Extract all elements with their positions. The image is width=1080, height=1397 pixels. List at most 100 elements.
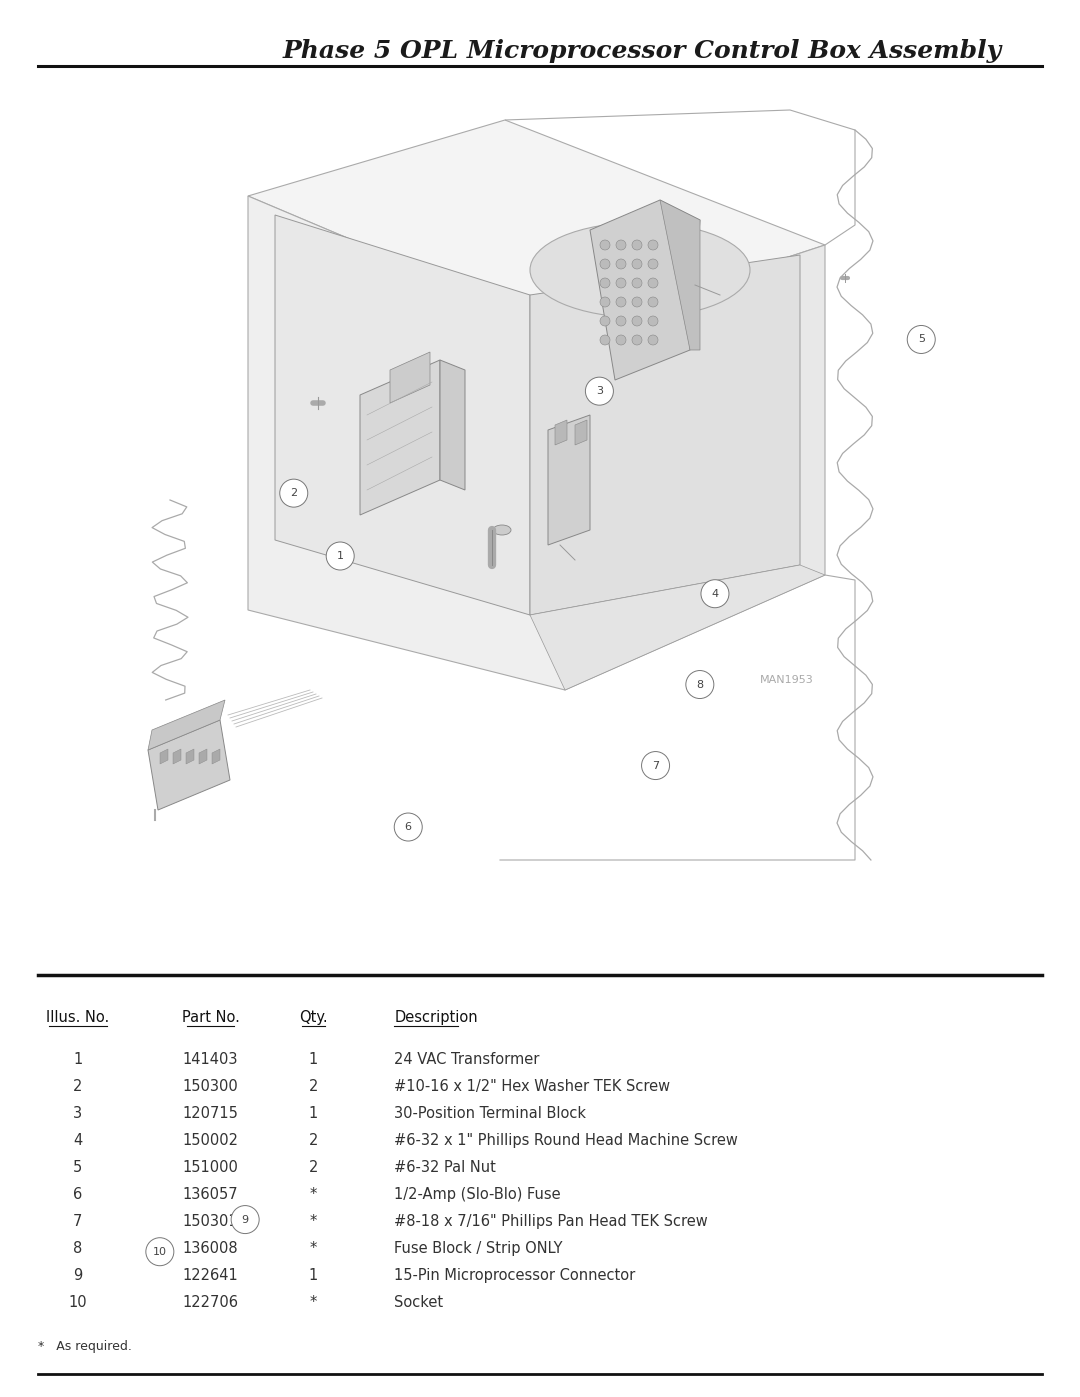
Polygon shape [186,749,194,764]
Polygon shape [530,564,825,690]
Polygon shape [440,360,465,490]
Circle shape [231,1206,259,1234]
Circle shape [632,258,642,270]
Text: 10: 10 [68,1295,87,1310]
Text: 4: 4 [73,1133,82,1148]
Circle shape [632,298,642,307]
Text: 1/2-Amp (Slo-Blo) Fuse: 1/2-Amp (Slo-Blo) Fuse [394,1187,561,1201]
Circle shape [648,258,658,270]
Text: 6: 6 [405,821,411,833]
Text: 2: 2 [309,1078,318,1094]
Text: 4: 4 [712,588,718,599]
Circle shape [701,580,729,608]
Circle shape [146,1238,174,1266]
Polygon shape [212,749,220,764]
Text: 122706: 122706 [183,1295,239,1310]
Text: 120715: 120715 [183,1106,239,1120]
Text: 1: 1 [309,1052,318,1067]
Text: 3: 3 [73,1106,82,1120]
Circle shape [585,377,613,405]
Text: *: * [310,1214,316,1229]
Text: 1: 1 [73,1052,82,1067]
Circle shape [600,298,610,307]
Text: #6-32 x 1" Phillips Round Head Machine Screw: #6-32 x 1" Phillips Round Head Machine S… [394,1133,738,1148]
Text: 2: 2 [309,1133,318,1148]
Text: Description: Description [394,1010,477,1025]
Text: *: * [310,1295,316,1310]
Polygon shape [590,200,700,380]
Text: #10-16 x 1/2" Hex Washer TEK Screw: #10-16 x 1/2" Hex Washer TEK Screw [394,1078,671,1094]
Text: Part No.: Part No. [181,1010,240,1025]
Text: 24 VAC Transformer: 24 VAC Transformer [394,1052,540,1067]
Text: 150002: 150002 [183,1133,239,1148]
Text: 2: 2 [291,488,297,499]
Text: Qty.: Qty. [299,1010,327,1025]
Text: 5: 5 [918,334,924,345]
Circle shape [632,278,642,288]
Polygon shape [275,215,530,615]
Text: 15-Pin Microprocessor Connector: 15-Pin Microprocessor Connector [394,1268,635,1282]
Circle shape [394,813,422,841]
Ellipse shape [530,222,750,317]
Polygon shape [148,700,225,750]
Text: 1: 1 [309,1268,318,1282]
Circle shape [600,240,610,250]
Circle shape [280,479,308,507]
Circle shape [648,278,658,288]
Text: 9: 9 [73,1268,82,1282]
Circle shape [648,335,658,345]
Text: 2: 2 [309,1160,318,1175]
Circle shape [642,752,670,780]
Text: 136057: 136057 [183,1187,239,1201]
Text: Fuse Block / Strip ONLY: Fuse Block / Strip ONLY [394,1241,563,1256]
Circle shape [600,278,610,288]
Text: 5: 5 [73,1160,82,1175]
Circle shape [326,542,354,570]
Circle shape [616,240,626,250]
Circle shape [616,258,626,270]
Text: #6-32 Pal Nut: #6-32 Pal Nut [394,1160,496,1175]
Polygon shape [575,420,588,446]
Text: 136008: 136008 [183,1241,239,1256]
Text: *   As required.: * As required. [38,1340,132,1354]
Polygon shape [548,415,590,545]
Polygon shape [173,749,181,764]
Circle shape [600,316,610,326]
Circle shape [686,671,714,698]
Text: MAN1953: MAN1953 [760,675,813,685]
Text: 150300: 150300 [183,1078,239,1094]
Text: #8-18 x 7/16" Phillips Pan Head TEK Screw: #8-18 x 7/16" Phillips Pan Head TEK Scre… [394,1214,708,1229]
Polygon shape [565,244,825,690]
Circle shape [616,278,626,288]
Polygon shape [248,196,565,690]
Text: 122641: 122641 [183,1268,239,1282]
Circle shape [907,326,935,353]
Text: 8: 8 [73,1241,82,1256]
Text: *: * [310,1241,316,1256]
Polygon shape [199,749,207,764]
Text: 150301: 150301 [183,1214,239,1229]
Polygon shape [390,352,430,402]
Circle shape [632,316,642,326]
Text: 3: 3 [596,386,603,397]
Polygon shape [248,120,825,330]
Circle shape [648,316,658,326]
Circle shape [616,316,626,326]
Circle shape [600,335,610,345]
Text: 151000: 151000 [183,1160,239,1175]
Text: 2: 2 [73,1078,82,1094]
Circle shape [648,240,658,250]
Text: Socket: Socket [394,1295,443,1310]
Polygon shape [555,420,567,446]
Text: Illus. No.: Illus. No. [46,1010,109,1025]
Polygon shape [360,360,440,515]
Circle shape [600,258,610,270]
Polygon shape [530,256,800,615]
Polygon shape [160,749,168,764]
Circle shape [616,335,626,345]
Text: 7: 7 [73,1214,82,1229]
Text: 30-Position Terminal Block: 30-Position Terminal Block [394,1106,586,1120]
Text: 6: 6 [73,1187,82,1201]
Polygon shape [148,719,230,810]
Circle shape [632,240,642,250]
